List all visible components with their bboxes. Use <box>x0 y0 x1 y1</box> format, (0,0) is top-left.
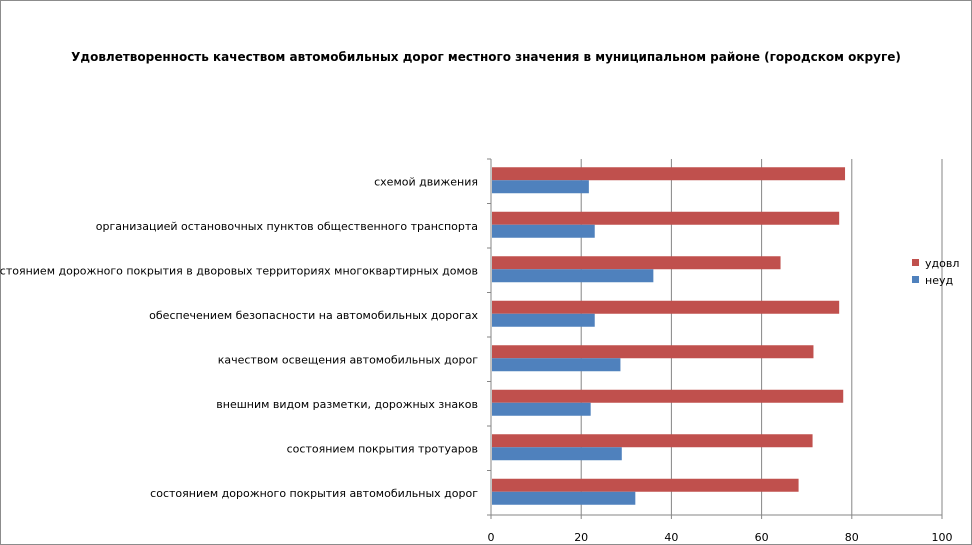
category-label: внешним видом разметки, дорожных знаков <box>216 398 478 411</box>
category-label: качеством освещения автомобильных дорог <box>218 353 478 366</box>
bar-udovl <box>492 434 813 448</box>
bar-udovl <box>492 345 814 359</box>
bar-udovl <box>492 167 846 181</box>
legend-label: неуд <box>925 274 953 287</box>
x-tick-label: 60 <box>755 531 769 544</box>
bar-udovl <box>492 389 844 403</box>
x-tick-label: 0 <box>488 531 495 544</box>
bar-neud <box>492 224 595 238</box>
category-label: обеспечением безопасности на автомобильн… <box>149 309 478 322</box>
x-tick-label: 100 <box>932 531 953 544</box>
legend-label: удовл <box>925 257 959 270</box>
bar-neud <box>492 358 621 372</box>
bar-neud <box>492 313 595 327</box>
bar-udovl <box>492 256 781 270</box>
bar-udovl <box>492 300 840 314</box>
legend-swatch <box>912 276 919 283</box>
bar-neud <box>492 180 589 194</box>
bar-neud <box>492 402 591 416</box>
x-tick-label: 40 <box>664 531 678 544</box>
bar-neud <box>492 447 622 461</box>
category-label: схемой движения <box>374 175 478 188</box>
category-label: состоянием покрытия тротуаров <box>287 442 478 455</box>
x-tick-label: 20 <box>574 531 588 544</box>
category-label: состоянием дорожного покрытия в дворовых… <box>0 264 478 277</box>
chart-title: Удовлетворенность качеством автомобильны… <box>71 50 901 64</box>
x-tick-label: 80 <box>845 531 859 544</box>
category-label: состоянием дорожного покрытия автомобиль… <box>150 487 478 500</box>
bar-neud <box>492 269 654 283</box>
bar-udovl <box>492 478 799 492</box>
bar-udovl <box>492 211 840 225</box>
bar-neud <box>492 491 636 505</box>
legend-swatch <box>912 259 919 266</box>
category-label: организацией остановочных пунктов общест… <box>96 220 478 233</box>
